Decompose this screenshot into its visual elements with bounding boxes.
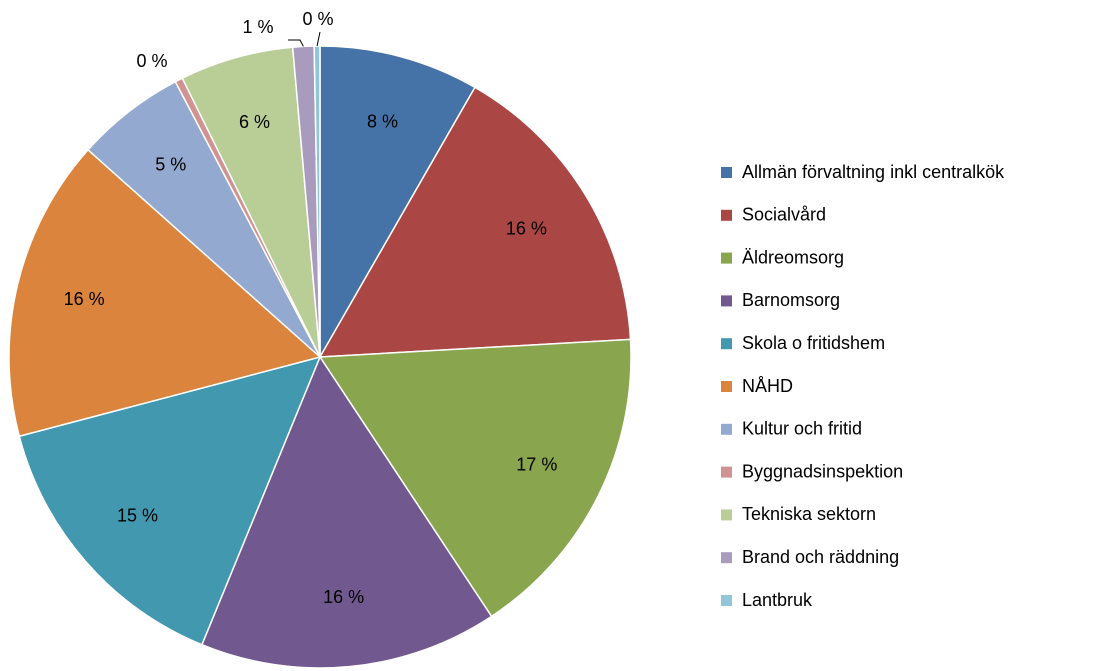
legend-swatch: [721, 423, 732, 435]
legend-swatch: [721, 381, 732, 392]
legend-swatch: [721, 466, 732, 478]
data-label: 1 %: [242, 17, 273, 37]
data-label: 6 %: [239, 112, 270, 132]
legend-swatch: [721, 167, 732, 178]
legend-label: Allmän förvaltning inkl centralkök: [742, 162, 1005, 182]
pie-slice: [318, 338, 632, 618]
pie-slice: [319, 45, 476, 360]
legend-label: Tekniska sektorn: [742, 504, 876, 524]
legend-swatch: [721, 552, 732, 564]
legend-label: NÅHD: [742, 376, 793, 396]
legend-label: Lantbruk: [742, 590, 813, 610]
legend-label: Äldreomsorg: [742, 247, 844, 267]
leader-line: [316, 31, 321, 47]
leader-line: [288, 39, 304, 47]
pie-slice: [8, 148, 322, 438]
data-label: 0 %: [136, 51, 167, 71]
legend-swatch: [721, 209, 732, 221]
legend-swatch: [721, 595, 732, 606]
data-label: 16 %: [506, 218, 547, 238]
data-label: 15 %: [117, 506, 158, 526]
legend-label: Byggnadsinspektion: [742, 461, 903, 481]
data-label: 17 %: [516, 455, 557, 475]
data-label: 16 %: [323, 587, 364, 607]
legend-swatch: [721, 338, 732, 350]
legend-label: Barnomsorg: [742, 290, 840, 310]
legend-swatch: [721, 252, 732, 264]
legend-label: Kultur och fritid: [742, 419, 862, 439]
legend-label: Brand och räddning: [742, 547, 899, 567]
pie-slice: [200, 355, 493, 669]
pie-slice: [318, 86, 632, 358]
data-label: 8 %: [367, 111, 398, 131]
pie-slice: [18, 355, 322, 646]
data-label: 0 %: [302, 9, 333, 29]
data-label: 16 %: [64, 289, 105, 309]
legend-label: Skola o fritidshem: [742, 333, 885, 353]
legend-label: Socialvård: [742, 205, 826, 225]
legend-swatch: [721, 295, 732, 307]
data-label: 5 %: [155, 155, 186, 175]
legend-swatch: [721, 509, 732, 521]
